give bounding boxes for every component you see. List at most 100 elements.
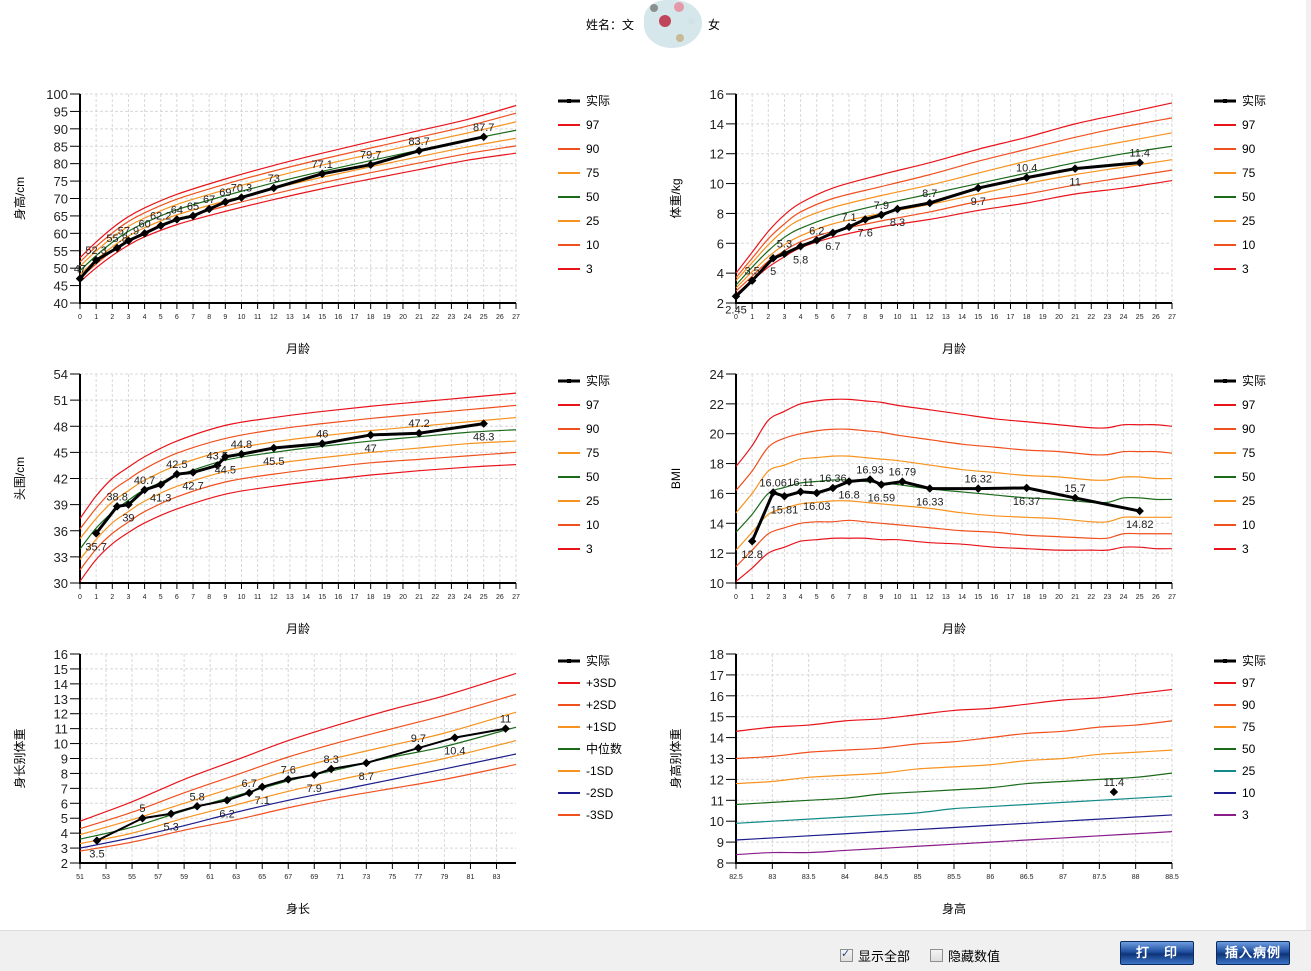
reference-curve-90 <box>735 117 1173 279</box>
y-tick-label: 24 <box>710 367 724 382</box>
x-tick-label: 69 <box>310 874 318 881</box>
y-tick-label: 50 <box>54 261 68 276</box>
data-label: 45.5 <box>263 456 284 468</box>
x-tick-label: 55 <box>128 874 136 881</box>
vertical-scrollbar[interactable] <box>1306 0 1311 930</box>
x-tick-label: 12 <box>270 314 278 321</box>
actual-point <box>501 724 510 733</box>
patient-info: 姓名：文 女 <box>586 16 720 33</box>
y-tick-label: 75 <box>54 174 68 189</box>
wfl-svg: 51 53 55 57 59 61 63 65 67 69 71 73 75 77 79 81 83234567… <box>12 647 622 916</box>
hide-values-checkbox-box[interactable] <box>930 949 943 962</box>
y-axis-label: 身长别体重 <box>12 728 27 788</box>
legend-label: 3 <box>1242 262 1249 276</box>
x-tick-label: 7 <box>191 594 195 601</box>
reference-curve-3 <box>79 463 517 582</box>
actual-point <box>925 484 935 493</box>
y-tick-label: 65 <box>54 209 68 224</box>
reference-curve-75 <box>735 132 1173 282</box>
legend-label: 3 <box>1242 542 1249 556</box>
x-tick-label: 21 <box>415 314 423 321</box>
y-tick-label: 36 <box>54 524 68 539</box>
actual-point <box>156 221 165 230</box>
y-tick-label: 10 <box>710 576 724 591</box>
y-tick-label: 18 <box>710 647 724 662</box>
y-tick-label: 17 <box>710 668 724 683</box>
x-tick-label: 0 <box>78 594 82 601</box>
data-label: 5.8 <box>189 791 204 803</box>
legend-label: 10 <box>1242 238 1256 252</box>
legend-label: 25 <box>1242 764 1256 778</box>
x-tick-label: 71 <box>336 874 344 881</box>
actual-point <box>75 274 85 283</box>
show-all-checkbox-box[interactable] <box>840 947 853 962</box>
x-tick-label: 81 <box>467 874 475 881</box>
x-tick-label: 67 <box>284 874 292 881</box>
x-tick-label: 6 <box>175 314 179 321</box>
hide-values-checkbox[interactable]: 隐藏数值 <box>930 946 1000 965</box>
legend-label: 97 <box>1242 676 1256 690</box>
actual-point <box>877 480 886 489</box>
x-tick-label: 15 <box>318 594 326 601</box>
legend-label: 25 <box>1242 214 1256 228</box>
x-tick-label: 2 <box>766 594 770 601</box>
actual-point <box>812 236 821 245</box>
x-tick-label: 21 <box>1071 594 1079 601</box>
wfh-svg: 82.5 83 83.5 84 84.5 85 85.5 86 86.5 87 87.5 88 88.5… <box>668 647 1266 916</box>
x-tick-label: 26 <box>496 314 504 321</box>
x-tick-label: 84 <box>841 874 849 881</box>
data-label: 64 <box>171 204 183 216</box>
x-tick-label: 51 <box>76 874 84 881</box>
actual-series-line <box>78 135 485 280</box>
x-tick-label: 6 <box>831 314 835 321</box>
legend-label: 10 <box>1242 518 1256 532</box>
legend-label: 25 <box>1242 494 1256 508</box>
legend-label: 3 <box>1242 808 1249 822</box>
x-tick-label: 21 <box>1071 314 1079 321</box>
show-all-checkbox[interactable]: 显示全部 <box>840 946 910 965</box>
data-label: 11.4 <box>1129 148 1150 160</box>
x-tick-label: 61 <box>206 874 214 881</box>
insert-case-button[interactable]: 插入病例 <box>1216 941 1290 965</box>
actual-point <box>112 502 122 511</box>
x-tick-label: 17 <box>1007 314 1015 321</box>
legend-label: 实际 <box>1242 373 1266 388</box>
x-tick-label: 10 <box>238 314 246 321</box>
x-tick-label: 15 <box>974 594 982 601</box>
x-tick-label: 12 <box>926 594 934 601</box>
x-tick-label: 1 <box>94 594 98 601</box>
x-tick-label: 2 <box>766 314 770 321</box>
y-tick-label: 4 <box>61 826 68 841</box>
print-button[interactable]: 打 印 <box>1120 941 1194 965</box>
y-tick-label: 6 <box>717 236 724 251</box>
x-tick-label: 2 <box>110 314 114 321</box>
data-label: 42.5 <box>166 459 187 471</box>
x-tick-label: 27 <box>1168 594 1176 601</box>
y-tick-label: 9 <box>717 835 724 850</box>
x-tick-label: 20 <box>1055 314 1063 321</box>
legend-label: 75 <box>586 166 600 180</box>
x-tick-label: 9 <box>223 314 227 321</box>
data-label: 47 <box>365 443 377 455</box>
legend-label: 实际 <box>586 653 610 668</box>
x-tick-label: 24 <box>1120 314 1128 321</box>
y-axis-label: 身高/cm <box>12 177 27 220</box>
legend-label: 50 <box>586 470 600 484</box>
y-axis-label: 身高别体重 <box>668 728 683 788</box>
actual-point <box>893 204 902 214</box>
actual-point <box>237 193 246 202</box>
x-tick-label: 14 <box>302 594 310 601</box>
reference-curve--3SD <box>79 763 517 852</box>
y-tick-label: 40 <box>54 296 68 311</box>
actual-point <box>366 430 375 440</box>
data-label: 7.1 <box>255 795 270 807</box>
actual-point <box>450 733 460 742</box>
reference-curve-75 <box>735 749 1173 785</box>
data-label: 3.5 <box>89 849 104 861</box>
x-tick-label: 17 <box>351 314 359 321</box>
x-tick-label: 27 <box>1168 314 1176 321</box>
actual-point <box>91 255 101 265</box>
data-label: 11.4 <box>1104 777 1125 789</box>
y-tick-label: 13 <box>54 692 68 707</box>
header: 姓名：文 女 <box>0 0 1311 50</box>
